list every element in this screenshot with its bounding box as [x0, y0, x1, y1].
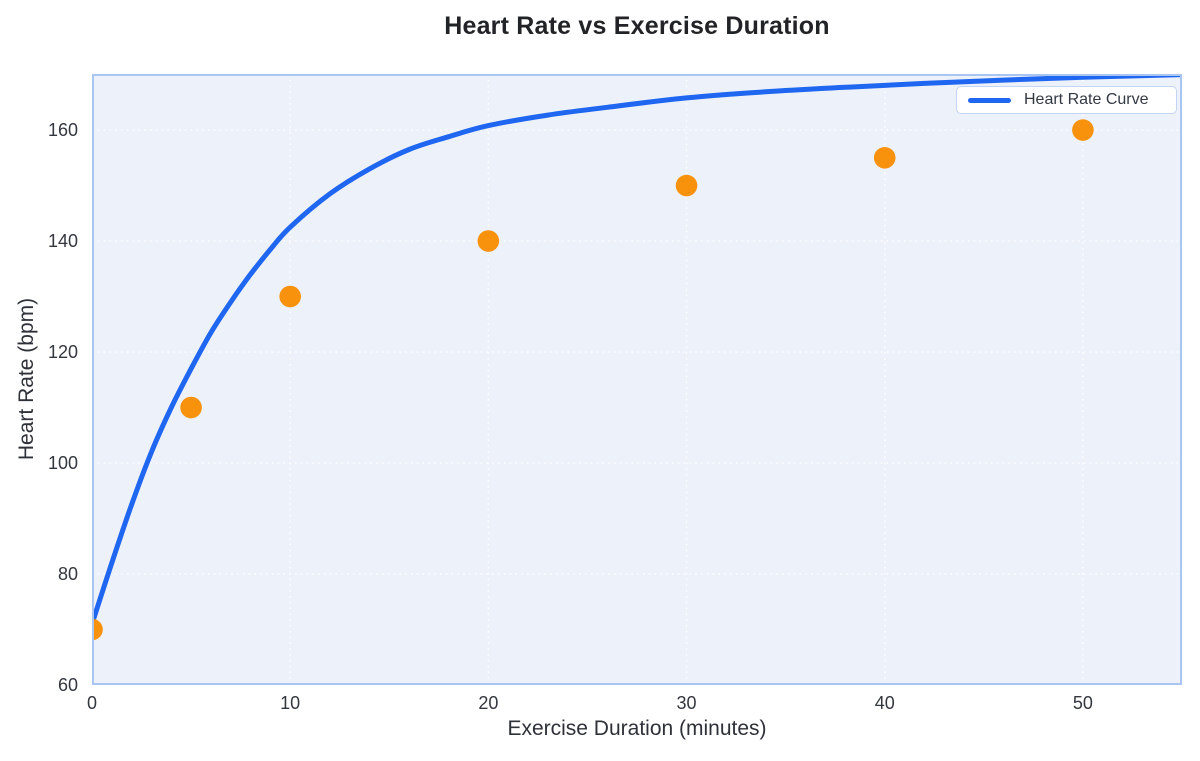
y-tick-label: 100 — [47, 453, 78, 474]
x-tick-label: 20 — [478, 693, 499, 713]
x-tick-label: 10 — [280, 693, 301, 713]
scatter-point — [873, 146, 896, 169]
scatter-point — [92, 618, 103, 641]
scatter-point — [477, 230, 500, 252]
scatter-point — [1072, 119, 1094, 141]
plot-background — [92, 74, 1182, 685]
x-tick-label: 50 — [1072, 693, 1093, 713]
legend: Heart Rate Curve — [956, 86, 1177, 114]
y-tick-label: 60 — [57, 675, 78, 695]
scatter-point — [180, 396, 202, 419]
legend-line-swatch — [968, 97, 1011, 103]
chart-title: Heart Rate vs Exercise Duration — [444, 12, 830, 40]
x-tick-label: 40 — [874, 693, 895, 713]
x-tick-label: 30 — [676, 693, 697, 713]
y-tick-label: 120 — [47, 342, 78, 363]
y-axis-label: Heart Rate (bpm) — [15, 297, 38, 461]
x-tick-label: 0 — [86, 693, 97, 713]
y-tick-label: 80 — [57, 564, 78, 584]
plot-area — [92, 74, 1182, 685]
scatter-point — [279, 285, 301, 308]
x-axis-label: Exercise Duration (minutes) — [507, 717, 767, 740]
heart-rate-curve — [92, 74, 1182, 627]
plot-border — [92, 74, 1182, 685]
scatter-point — [675, 174, 698, 197]
y-tick-label: 160 — [47, 120, 78, 141]
legend-entry-label: Heart Rate Curve — [1024, 91, 1149, 108]
y-tick-label: 140 — [47, 231, 78, 252]
